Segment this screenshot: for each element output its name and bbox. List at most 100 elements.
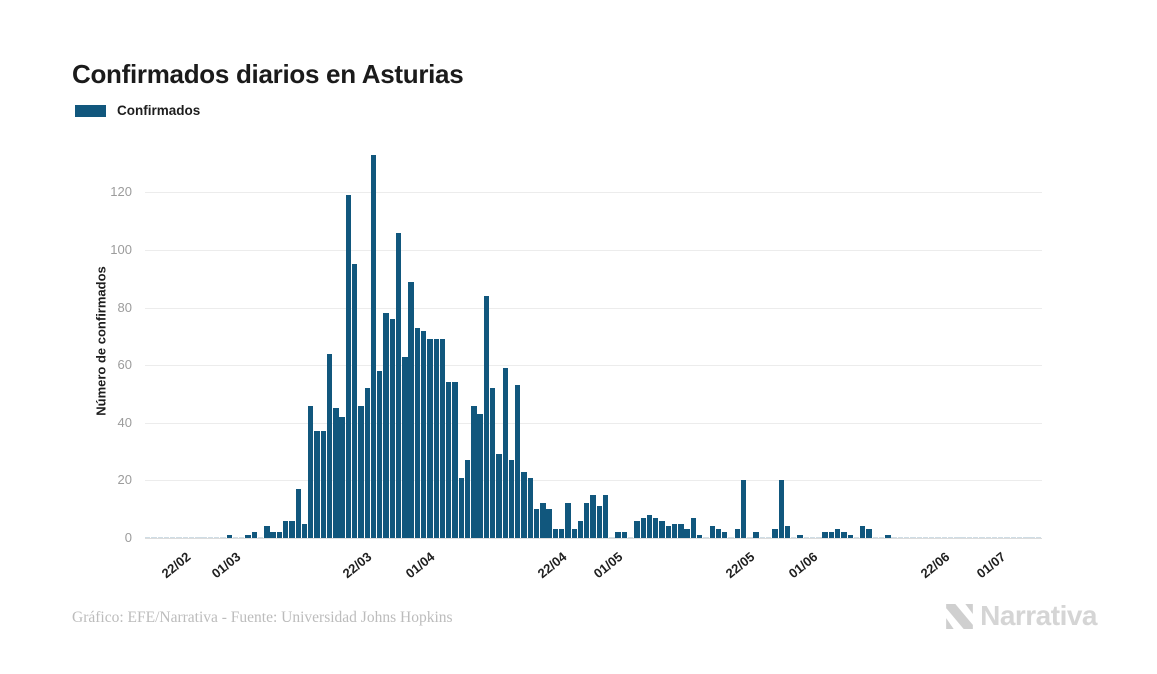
y-tick-label: 40 <box>117 414 132 430</box>
bar <box>897 536 904 538</box>
bar <box>427 339 433 538</box>
bar <box>791 536 797 538</box>
gridline <box>145 192 1042 194</box>
bar <box>991 536 998 538</box>
bar <box>935 536 941 538</box>
y-tick-label: 120 <box>110 184 132 200</box>
chart-title: Confirmados diarios en Asturias <box>72 59 464 90</box>
bar <box>728 536 734 538</box>
bar <box>734 529 740 538</box>
bar <box>665 526 671 538</box>
bar <box>916 536 922 538</box>
bar <box>533 509 540 538</box>
bar <box>571 529 577 538</box>
bar <box>389 319 395 538</box>
bar <box>872 536 878 538</box>
bar <box>973 536 979 538</box>
source-credit: Gráfico: EFE/Narrativa - Fuente: Univers… <box>72 609 453 626</box>
x-tick-label: 22/03 <box>340 549 375 582</box>
bar <box>163 536 170 538</box>
bar <box>941 536 947 538</box>
bar <box>546 509 552 538</box>
bar <box>646 514 653 538</box>
bar <box>414 327 421 538</box>
bar <box>483 296 490 538</box>
bar <box>634 520 640 538</box>
bar <box>891 536 897 538</box>
bar <box>270 532 276 538</box>
bar <box>257 536 264 538</box>
bar <box>759 536 766 538</box>
y-tick-label: 20 <box>117 472 132 488</box>
bar <box>464 460 471 538</box>
bar <box>182 536 188 538</box>
bar <box>195 536 201 538</box>
bar <box>822 532 828 538</box>
bar <box>904 536 910 538</box>
bar <box>929 536 935 538</box>
bar <box>370 154 377 538</box>
bar <box>778 480 784 538</box>
bar <box>922 536 929 538</box>
bar <box>998 536 1004 538</box>
x-tick-label: 22/05 <box>722 549 758 582</box>
bar <box>352 264 358 538</box>
bar <box>201 536 207 538</box>
bar <box>552 529 559 538</box>
bar <box>383 313 389 538</box>
bar <box>671 523 678 538</box>
bar <box>722 532 728 538</box>
bar <box>577 520 584 538</box>
bar <box>640 517 646 538</box>
bar <box>835 529 841 538</box>
bar <box>602 494 609 538</box>
bar <box>1035 536 1042 538</box>
x-tick-label: 01/06 <box>785 549 821 582</box>
bar <box>828 532 835 538</box>
x-tick-label: 01/07 <box>973 549 1009 582</box>
bar <box>1010 536 1016 538</box>
bar <box>276 532 283 538</box>
bar <box>439 339 446 538</box>
bar <box>797 535 803 538</box>
gridline <box>145 480 1042 482</box>
bar <box>496 454 502 538</box>
bar <box>659 520 665 538</box>
y-tick-label: 60 <box>117 357 132 373</box>
bar <box>540 503 546 538</box>
bar <box>289 520 295 538</box>
bar <box>333 408 339 538</box>
bar <box>609 536 615 538</box>
y-axis-title: Número de confirmados <box>93 266 109 416</box>
bar <box>157 536 163 538</box>
bar <box>515 385 521 538</box>
bar <box>508 460 515 538</box>
brand-name: Narrativa <box>980 600 1097 631</box>
y-tick-label: 0 <box>124 530 132 545</box>
bar <box>596 506 602 538</box>
bar <box>966 536 973 538</box>
bar <box>703 536 709 538</box>
bar <box>176 536 182 538</box>
y-tick-label: 80 <box>117 299 132 315</box>
bar <box>521 471 527 538</box>
x-tick-label: 22/06 <box>917 549 952 582</box>
bar <box>590 494 596 538</box>
bar <box>446 382 452 538</box>
bar <box>339 417 345 538</box>
bar <box>653 517 659 538</box>
bar <box>628 536 634 538</box>
bar <box>471 405 477 538</box>
bar <box>408 281 414 538</box>
bar <box>753 532 759 538</box>
bar <box>841 532 847 538</box>
bar <box>715 529 722 538</box>
bar <box>214 536 220 538</box>
x-axis-line <box>145 538 1042 539</box>
bar <box>251 532 257 538</box>
bar <box>954 536 960 538</box>
bar <box>308 405 314 538</box>
bar <box>584 503 590 538</box>
bar <box>326 353 333 538</box>
